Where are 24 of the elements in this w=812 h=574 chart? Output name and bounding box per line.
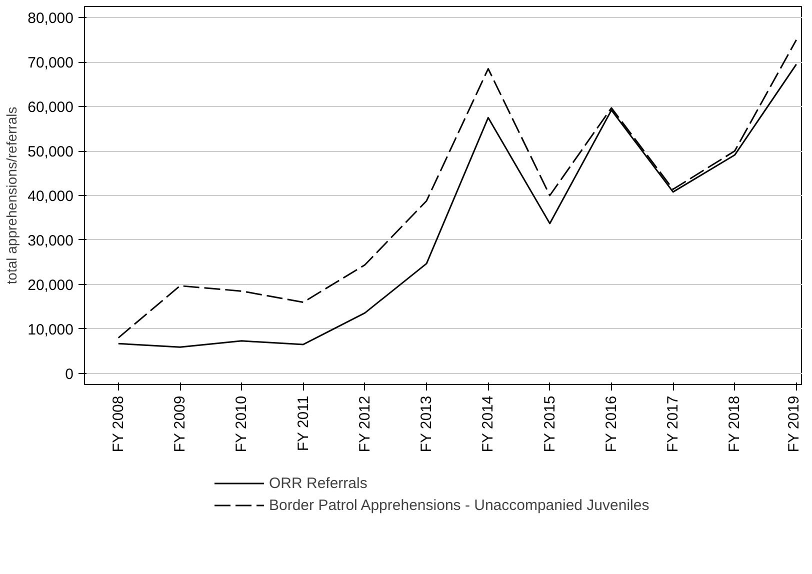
y-tick-label: 0 xyxy=(65,366,74,383)
legend-label: ORR Referrals xyxy=(269,474,368,492)
x-tick-label: FY 2016 xyxy=(602,396,620,452)
legend-label: Border Patrol Apprehensions - Unaccompanied Juveniles xyxy=(269,496,650,514)
x-tick-label: FY 2019 xyxy=(786,396,802,452)
y-tick-label: 80,000 xyxy=(28,10,74,28)
x-tick-label: FY 2011 xyxy=(294,396,312,452)
y-tick-label: 70,000 xyxy=(28,54,74,72)
y-tick-label: 30,000 xyxy=(28,232,74,250)
y-tick-label: 60,000 xyxy=(28,99,74,116)
y-axis-title: total apprehensions/referrals xyxy=(4,106,20,284)
x-tick-label: FY 2018 xyxy=(726,396,744,452)
y-tick-label: 40,000 xyxy=(28,188,74,205)
x-tick-label: FY 2014 xyxy=(480,396,497,452)
y-tick-label: 10,000 xyxy=(28,321,74,338)
x-tick-label: FY 2015 xyxy=(541,396,558,452)
x-tick-label: FY 2009 xyxy=(172,396,189,452)
x-tick-label: FY 2017 xyxy=(664,396,682,452)
x-tick-label: FY 2008 xyxy=(110,396,127,452)
x-tick-label: FY 2010 xyxy=(233,396,250,452)
x-tick-label: FY 2013 xyxy=(418,396,436,452)
y-tick-label: 50,000 xyxy=(28,144,74,161)
y-tick-label: 20,000 xyxy=(28,276,74,294)
x-tick-label: FY 2012 xyxy=(356,396,374,452)
